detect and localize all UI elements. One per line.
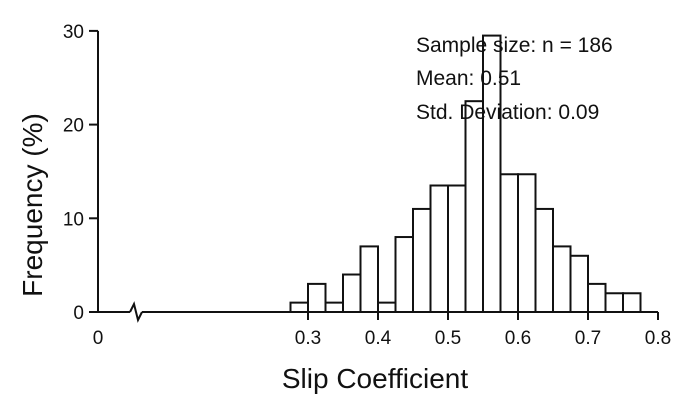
histogram-bar [342, 273, 362, 313]
y-tick-label: 10 [63, 209, 84, 230]
x-tick-label: 0.5 [435, 328, 461, 349]
x-tick-label: 0 [93, 328, 104, 349]
histogram-bar [324, 301, 344, 314]
x-tick-label: 0.4 [365, 328, 392, 349]
x-tick-label: 0.6 [505, 328, 531, 349]
y-tick-label: 30 [63, 22, 84, 43]
histogram-bar [289, 301, 309, 314]
x-tick-label: 0.7 [575, 328, 601, 349]
tick-labels: 0 10 20 30 0 0.3 0.4 0.5 0.6 0.7 0.8 [63, 22, 671, 349]
histogram-bar [534, 207, 554, 313]
y-tick-label: 0 [73, 303, 84, 324]
x-tick-label: 0.8 [645, 328, 671, 349]
histogram-bar [604, 292, 624, 314]
histogram-bar [394, 236, 414, 313]
histogram-bar [412, 207, 432, 313]
histogram-bar [587, 282, 607, 314]
histogram-bar [359, 245, 379, 313]
histogram-bar [377, 301, 397, 314]
histogram-bar [464, 100, 484, 313]
histogram-bar [622, 292, 642, 314]
y-tick-label: 20 [63, 116, 84, 137]
stats-annotation: Sample size: n = 186 Mean: 0.51 Std. Dev… [416, 34, 613, 124]
histogram-bar [499, 173, 519, 313]
y-axis-title: Frequency (%) [17, 113, 48, 297]
histogram-bar [552, 245, 572, 313]
x-axis-title: Slip Coefficient [282, 363, 468, 394]
sample-size-label: Sample size: n = 186 [416, 34, 613, 57]
histogram-bar [447, 184, 467, 314]
histogram-bar [517, 173, 537, 313]
x-tick-label: 0.3 [295, 328, 321, 349]
histogram-bar [307, 282, 327, 314]
mean-label: Mean: 0.51 [416, 67, 521, 90]
std-deviation-label: Std. Deviation: 0.09 [416, 101, 599, 124]
histogram-bar [569, 254, 589, 313]
histogram-bar [429, 184, 449, 314]
axis-break-mark [129, 301, 143, 323]
axes [89, 29, 659, 323]
